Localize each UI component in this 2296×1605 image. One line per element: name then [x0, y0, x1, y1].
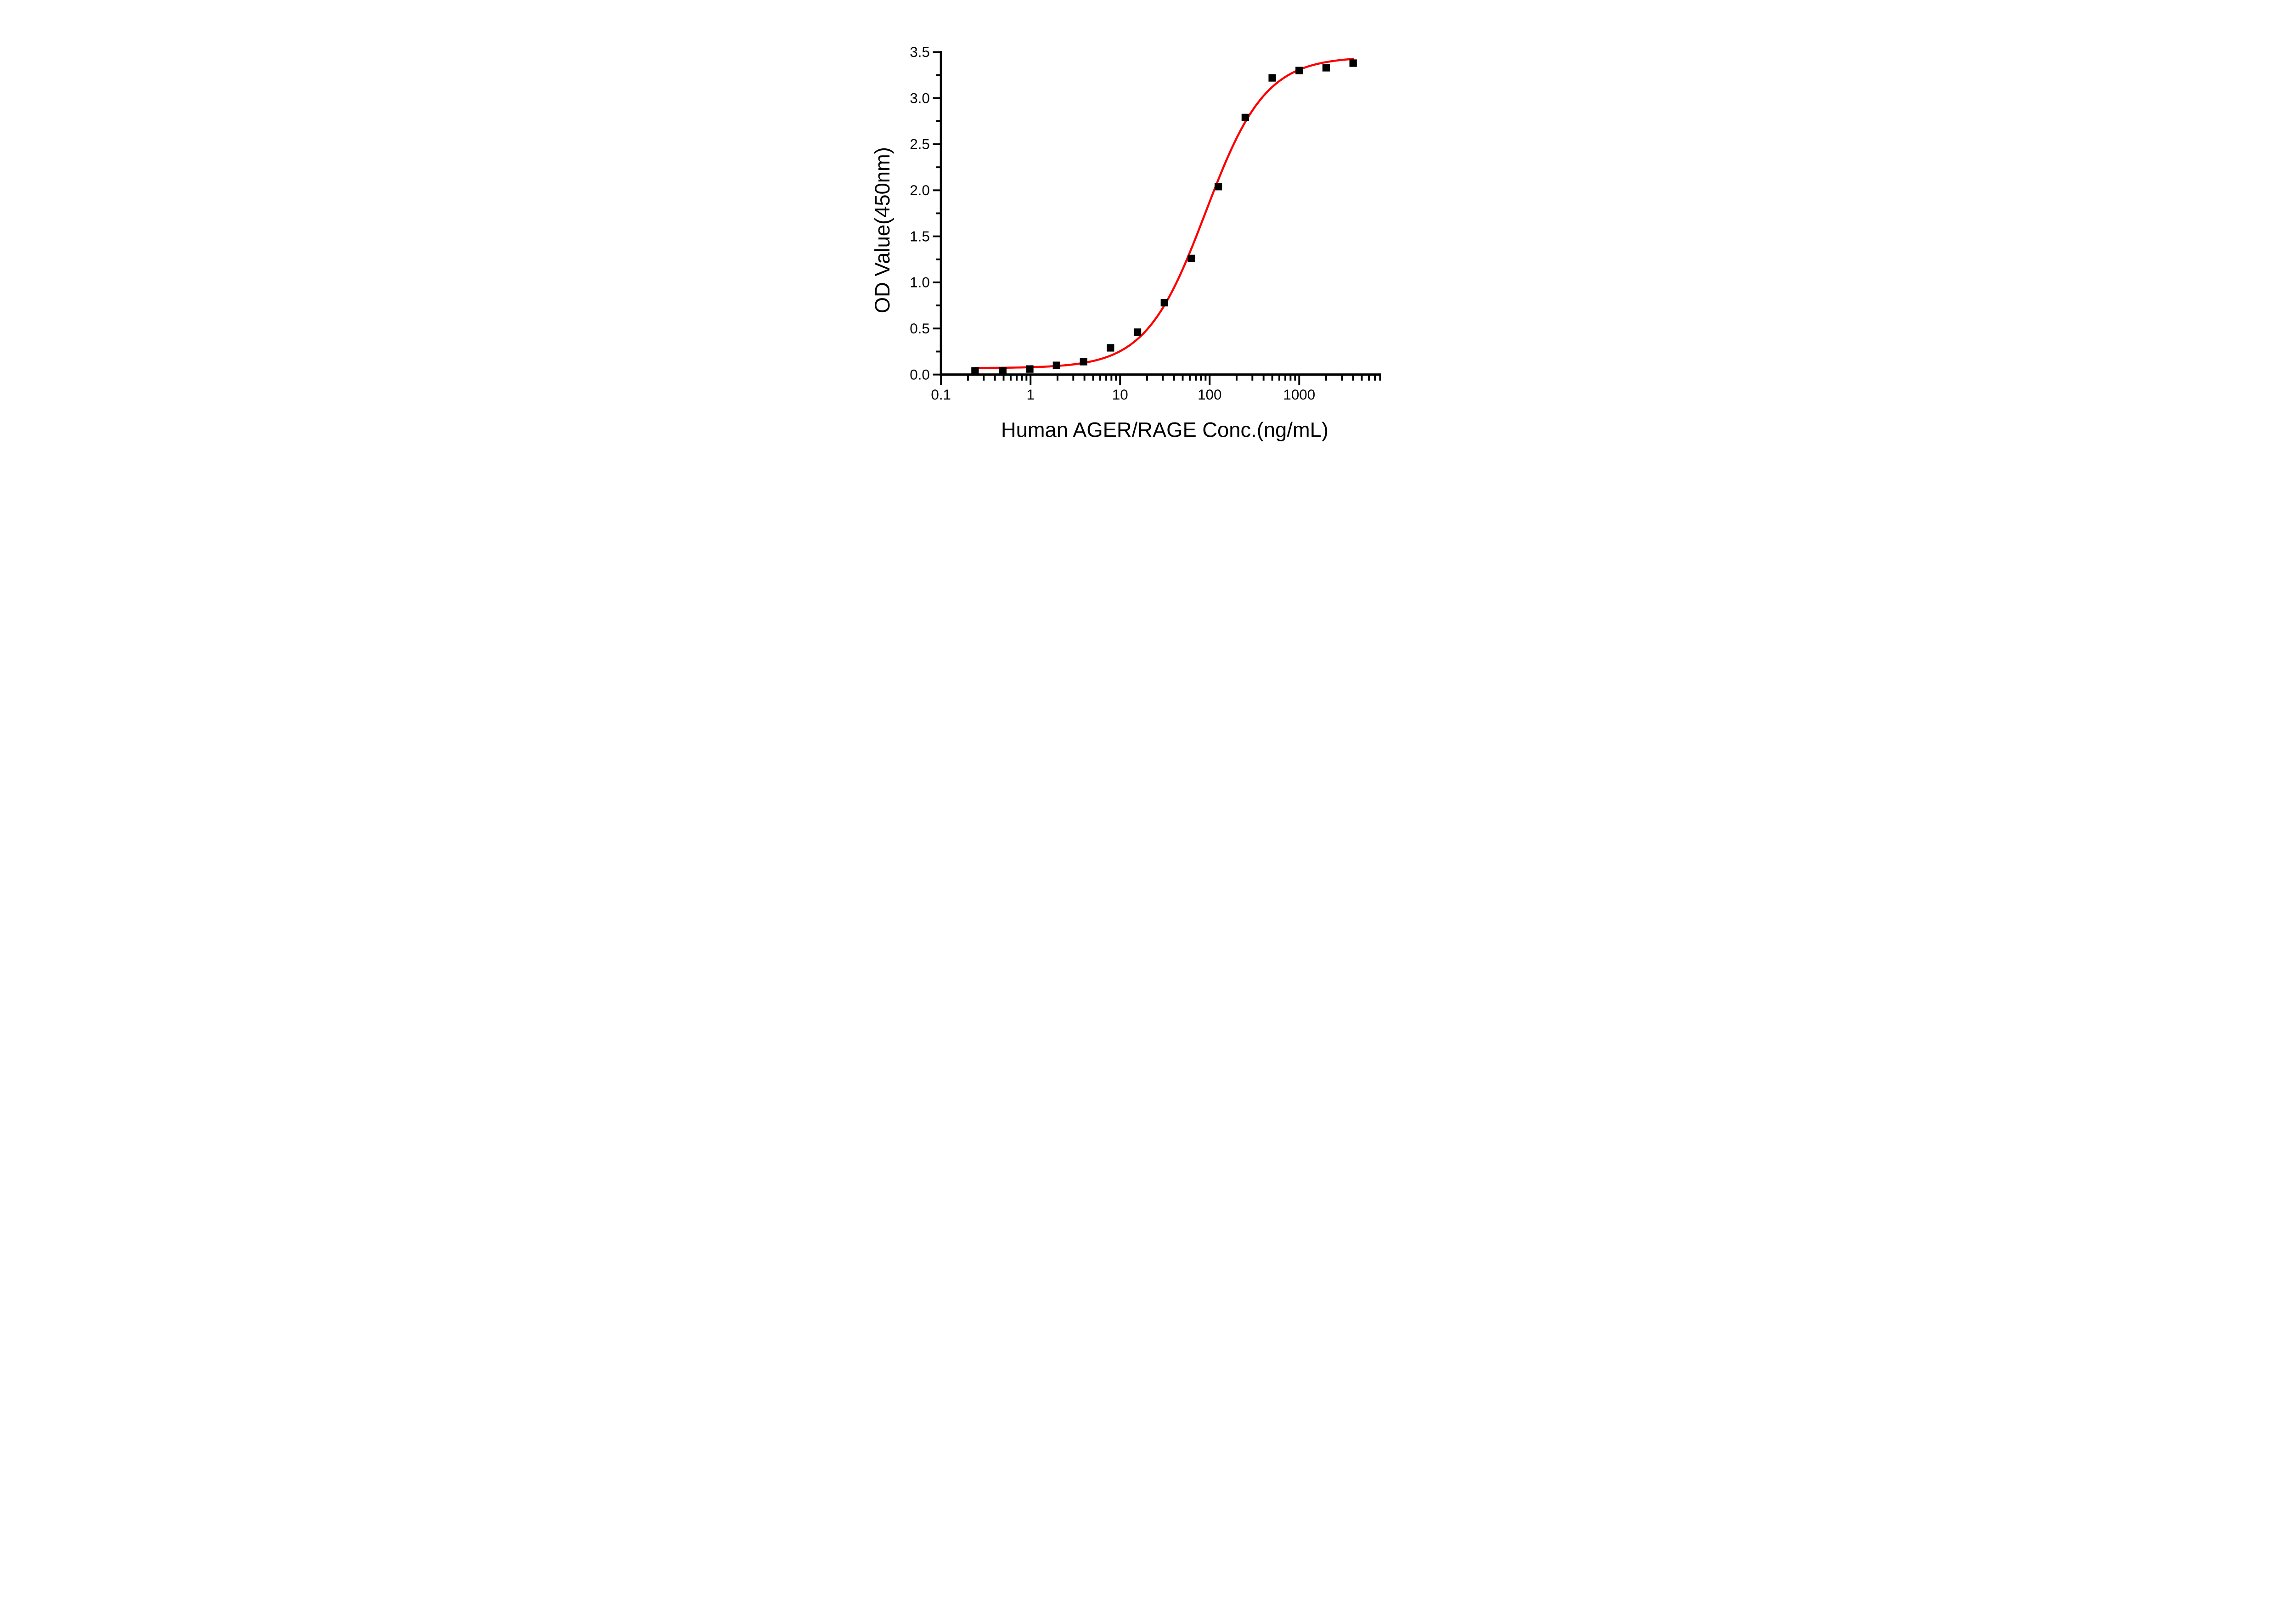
data-point-marker: [1349, 59, 1357, 67]
y-axis-title: OD Value(450nm): [871, 147, 894, 313]
data-point-marker: [1133, 328, 1142, 336]
fit-curve-group: [974, 58, 1354, 369]
data-points-group: [971, 59, 1357, 375]
data-point-marker: [1160, 299, 1168, 307]
data-point-marker: [1295, 67, 1303, 74]
x-tick-label: 10: [1112, 387, 1128, 403]
data-point-marker: [1322, 64, 1330, 72]
data-point-marker: [1268, 74, 1276, 82]
chart-canvas: 0.0 0.5 1.0 1.5 2.0 2.5 3.0 3.5 0.1 1 10 100 1000 H…: [827, 0, 1469, 450]
data-point-marker: [1026, 365, 1034, 373]
x-tick-label: 100: [1198, 387, 1221, 403]
y-axis-tick-labels: 0.0 0.5 1.0 1.5 2.0 2.5 3.0 3.5: [910, 44, 930, 383]
y-axis-ticks: [933, 51, 941, 376]
fit-curve: [974, 58, 1354, 369]
x-tick-label: 0.1: [931, 387, 951, 403]
data-point-marker: [971, 367, 979, 375]
x-axis-title: Human AGER/RAGE Conc.(ng/mL): [1001, 418, 1328, 441]
y-tick-label: 0.5: [910, 321, 930, 337]
y-tick-label: 1.5: [910, 228, 930, 244]
data-point-marker: [1080, 358, 1087, 366]
data-point-marker: [1187, 254, 1195, 262]
data-point-marker: [1107, 344, 1114, 352]
y-tick-label: 2.5: [910, 136, 930, 152]
y-tick-label: 2.0: [910, 182, 930, 198]
x-tick-label: 1: [1027, 387, 1035, 403]
x-axis-ticks: [940, 374, 1381, 385]
y-tick-label: 3.5: [910, 44, 930, 60]
x-tick-label: 1000: [1283, 387, 1315, 403]
data-point-marker: [1215, 183, 1222, 191]
y-tick-label: 1.0: [910, 275, 930, 291]
x-axis-tick-labels: 0.1 1 10 100 1000: [931, 387, 1315, 403]
data-point-marker: [1052, 361, 1060, 369]
y-tick-label: 0.0: [910, 366, 930, 383]
y-tick-label: 3.0: [910, 90, 930, 106]
data-point-marker: [999, 367, 1007, 375]
elisa-dose-response-chart: 0.0 0.5 1.0 1.5 2.0 2.5 3.0 3.5 0.1 1 10 100 1000 H…: [827, 0, 1469, 450]
data-point-marker: [1241, 113, 1249, 121]
